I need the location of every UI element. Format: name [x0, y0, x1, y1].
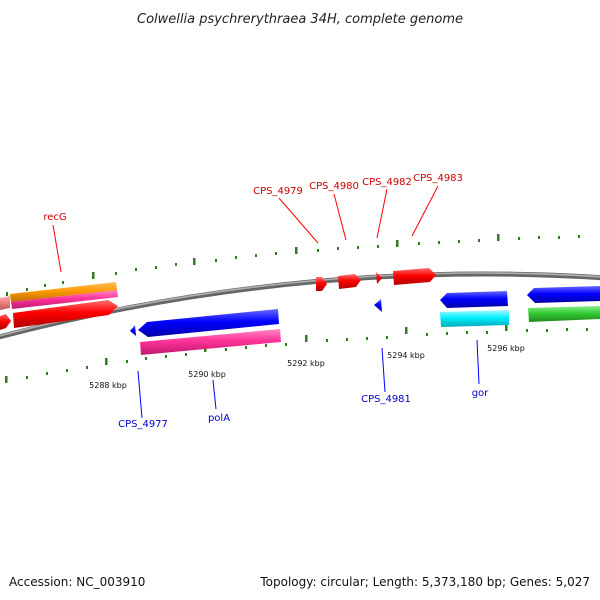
- gene-label-CPS_4982[interactable]: CPS_4982: [362, 177, 412, 188]
- gene-label-recG[interactable]: recG: [43, 212, 66, 223]
- gene-label-CPS_4981[interactable]: CPS_4981: [361, 394, 411, 405]
- gene-label-CPS_4980[interactable]: CPS_4980: [309, 181, 359, 192]
- gene-arrow-CPS_4980[interactable]: [338, 274, 361, 289]
- upper-feature-tracks-left: [0, 282, 118, 310]
- tick-label-5292: 5292 kbp: [287, 359, 325, 368]
- gene-arrow-polA[interactable]: [138, 309, 279, 337]
- forward-label-lines: [52, 185, 439, 273]
- gene-label-CPS_4977[interactable]: CPS_4977: [118, 419, 168, 430]
- gene-arrow-gor[interactable]: [440, 291, 508, 308]
- gene-label-polA[interactable]: polA: [208, 413, 230, 424]
- gene-label-CPS_4979[interactable]: CPS_4979: [253, 186, 303, 197]
- reverse-gene-arrows[interactable]: [130, 286, 600, 337]
- lower-feature-tracks: [140, 306, 600, 355]
- tick-label-5296: 5296 kbp: [487, 344, 525, 353]
- gene-arrow-CPS_4981[interactable]: [374, 299, 382, 312]
- gene-arrow-CPS_4979[interactable]: [316, 277, 327, 291]
- gene-arrow-CPS_4983[interactable]: [393, 268, 436, 285]
- forward-gene-arrows[interactable]: [0, 268, 436, 330]
- genome-summary-text: Topology: circular; Length: 5,373,180 bp…: [259, 575, 590, 589]
- gene-arrow-right-edge[interactable]: [527, 286, 600, 303]
- tick-label-5290: 5290 kbp: [188, 370, 226, 379]
- tick-label-5288: 5288 kbp: [89, 381, 127, 390]
- gene-label-gor[interactable]: gor: [472, 388, 489, 399]
- gene-arrow-recG[interactable]: [13, 300, 118, 328]
- gene-label-CPS_4983[interactable]: CPS_4983: [413, 173, 463, 184]
- gene-arrow-CPS_4977[interactable]: [130, 325, 136, 336]
- reverse-label-lines: [137, 339, 480, 419]
- gene-arrow-left-edge[interactable]: [0, 314, 11, 330]
- gene-arrow-CPS_4982[interactable]: [376, 272, 382, 284]
- tick-label-5294: 5294 kbp: [387, 351, 425, 360]
- genome-title: Colwellia psychrerythraea 34H, complete …: [137, 12, 463, 27]
- inner-tick-marks: [5, 324, 588, 383]
- outer-tick-marks: [6, 234, 580, 296]
- accession-text: Accession: NC_003910: [9, 575, 145, 589]
